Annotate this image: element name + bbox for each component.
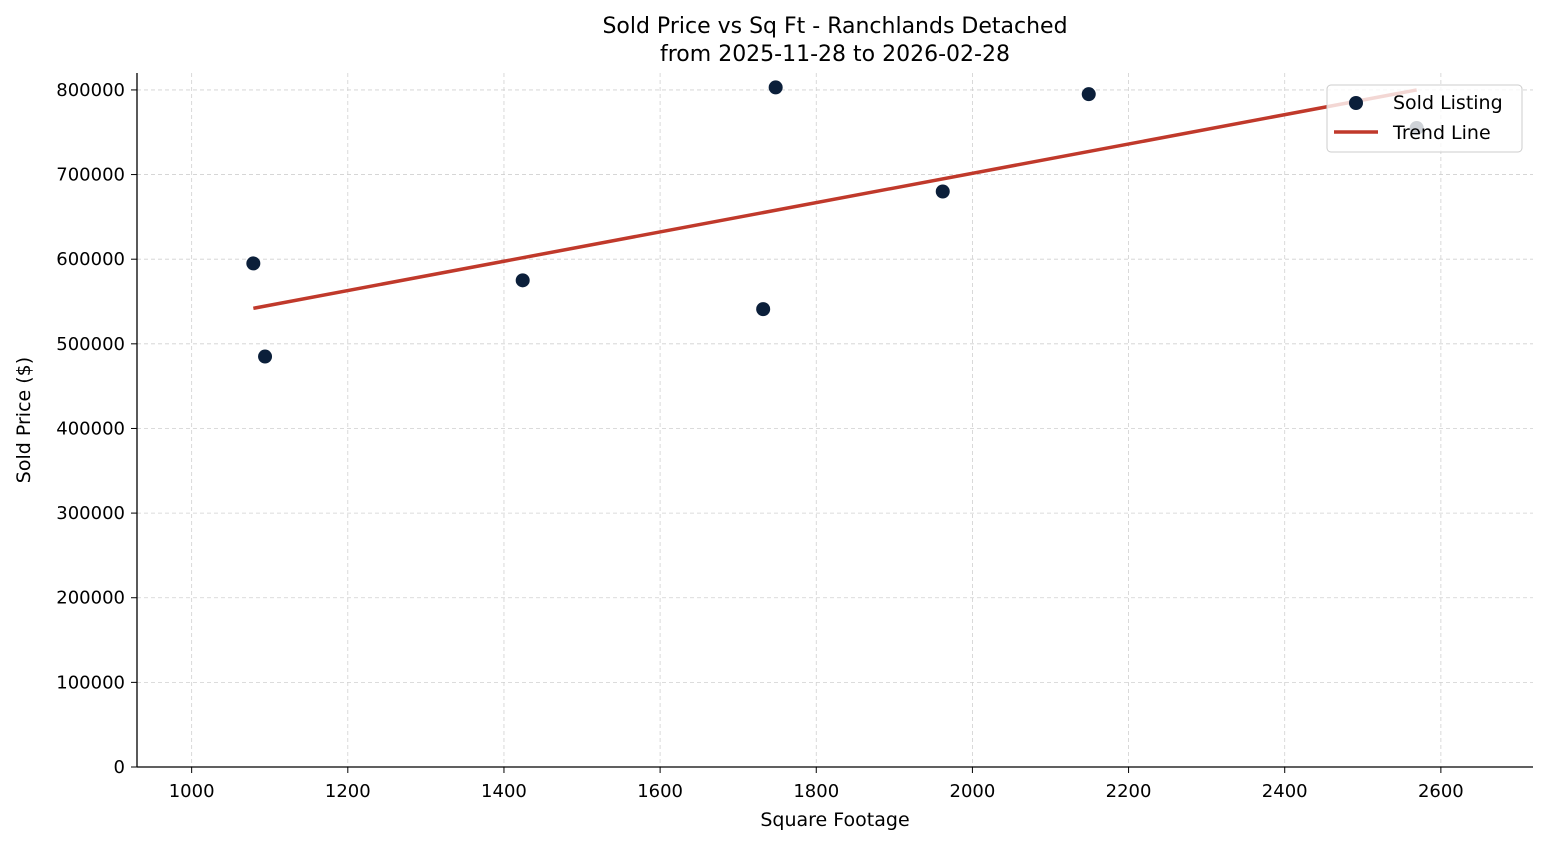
grid [137,73,1533,768]
data-point [756,302,771,317]
y-tick-label: 200000 [56,588,125,609]
legend-marker-sold-listing [1349,96,1363,110]
data-point [258,349,273,364]
data-point [1081,87,1096,102]
legend-box [1326,84,1523,153]
y-tick-label: 100000 [56,672,125,693]
legend: Sold Listing Trend Line [1326,84,1523,153]
x-tick-label: 2400 [1262,781,1308,802]
data-point [935,184,950,199]
data-point [768,80,783,95]
y-tick-label: 700000 [56,165,125,186]
x-tick-label: 1000 [169,781,215,802]
y-tick-label: 600000 [56,249,125,270]
data-point [246,256,261,271]
x-tick-label: 2600 [1418,781,1464,802]
chart-title: Sold Price vs Sq Ft - Ranchlands Detache… [602,14,1067,39]
x-axis-label: Square Footage [760,809,909,831]
x-tick-label: 1800 [793,781,839,802]
axis-ticks: 1000 1200 1400 1600 1800 2000 2200 2400 2600 0 100… [56,80,1463,802]
y-tick-label: 800000 [56,80,125,101]
x-tick-label: 2000 [950,781,996,802]
x-tick-label: 1400 [481,781,527,802]
x-tick-label: 1600 [637,781,683,802]
legend-label-trend-line: Trend Line [1392,122,1491,144]
legend-label-sold-listing: Sold Listing [1393,92,1503,114]
chart-subtitle: from 2025-11-28 to 2026-02-28 [660,42,1010,67]
y-tick-label: 400000 [56,418,125,439]
y-tick-label: 500000 [56,334,125,355]
trend-line [253,88,1417,311]
x-tick-label: 1200 [325,781,371,802]
y-tick-label: 0 [114,757,125,778]
x-tick-label: 2200 [1106,781,1152,802]
y-tick-label: 300000 [56,503,125,524]
y-axis-label: Sold Price ($) [13,357,35,483]
data-point [515,273,530,288]
